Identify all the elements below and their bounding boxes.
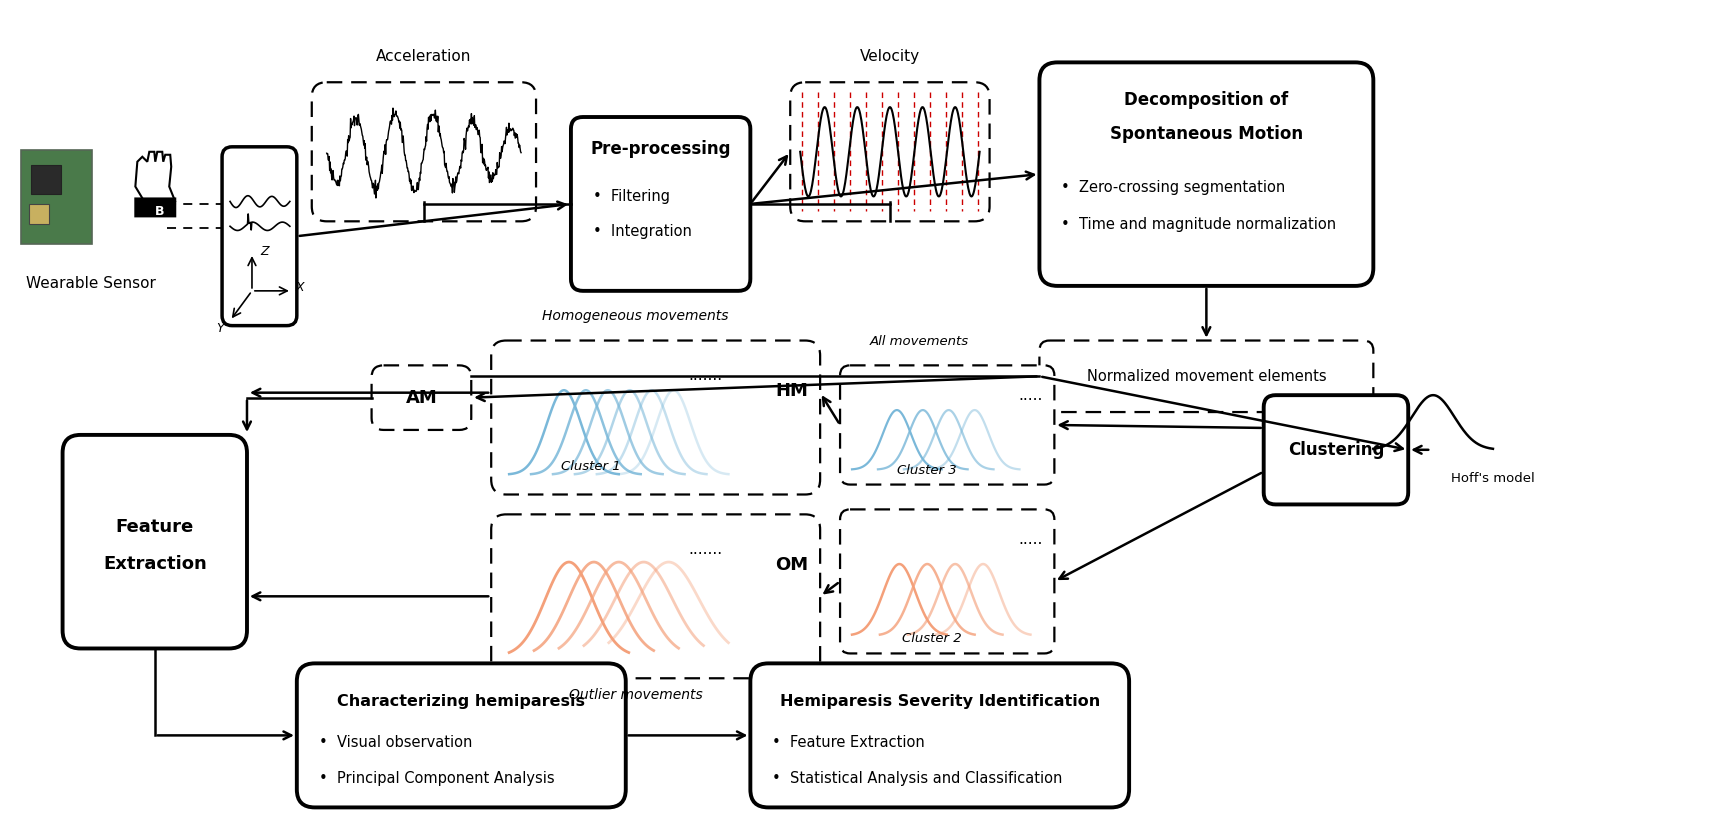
FancyBboxPatch shape [571, 117, 750, 291]
Text: Hoff's model: Hoff's model [1452, 472, 1534, 485]
Text: •  Feature Extraction: • Feature Extraction [772, 735, 925, 750]
Text: HM: HM [776, 383, 808, 400]
FancyBboxPatch shape [222, 147, 298, 326]
Text: Cluster 1: Cluster 1 [561, 460, 621, 472]
Text: Outlier movements: Outlier movements [569, 688, 702, 702]
FancyBboxPatch shape [789, 82, 989, 221]
Text: Normalized movement elements: Normalized movement elements [1087, 369, 1326, 383]
Text: •  Visual observation: • Visual observation [318, 735, 471, 750]
Text: Homogeneous movements: Homogeneous movements [542, 309, 729, 323]
Text: •  Integration: • Integration [593, 224, 691, 239]
FancyBboxPatch shape [492, 341, 820, 494]
FancyBboxPatch shape [136, 199, 175, 216]
Text: Hemiparesis Severity Identification: Hemiparesis Severity Identification [779, 694, 1099, 709]
Text: Decomposition of: Decomposition of [1125, 91, 1288, 109]
Text: Acceleration: Acceleration [377, 50, 471, 65]
FancyBboxPatch shape [839, 509, 1054, 654]
Text: Wearable Sensor: Wearable Sensor [26, 276, 155, 291]
Text: Y: Y [217, 322, 224, 335]
FancyBboxPatch shape [372, 365, 471, 430]
Text: OM: OM [776, 556, 808, 574]
Text: Extraction: Extraction [103, 555, 206, 572]
FancyBboxPatch shape [21, 150, 93, 244]
Text: •  Statistical Analysis and Classification: • Statistical Analysis and Classificatio… [772, 771, 1063, 785]
FancyBboxPatch shape [298, 664, 626, 807]
Text: Spontaneous Motion: Spontaneous Motion [1109, 125, 1304, 143]
Text: B: B [155, 205, 163, 218]
Text: •  Time and magnitude normalization: • Time and magnitude normalization [1061, 217, 1336, 232]
Text: Clustering: Clustering [1288, 440, 1385, 459]
FancyBboxPatch shape [1039, 341, 1373, 412]
Text: Velocity: Velocity [860, 50, 920, 65]
FancyBboxPatch shape [62, 435, 248, 649]
Text: AM: AM [406, 388, 437, 407]
FancyBboxPatch shape [311, 82, 537, 221]
Text: Cluster 3: Cluster 3 [898, 464, 956, 477]
Text: Z: Z [260, 245, 268, 258]
Text: X: X [296, 281, 304, 294]
FancyBboxPatch shape [492, 514, 820, 678]
Text: •  Principal Component Analysis: • Principal Component Analysis [318, 771, 554, 785]
Text: •  Zero-crossing segmentation: • Zero-crossing segmentation [1061, 180, 1285, 195]
FancyBboxPatch shape [1264, 395, 1409, 504]
Polygon shape [136, 152, 175, 215]
Text: Cluster 2: Cluster 2 [903, 633, 961, 645]
FancyBboxPatch shape [31, 164, 60, 195]
Text: Feature: Feature [115, 518, 194, 536]
FancyBboxPatch shape [750, 664, 1128, 807]
Text: Characterizing hemiparesis: Characterizing hemiparesis [337, 694, 585, 709]
Text: .......: ....... [688, 367, 722, 383]
Text: .......: ....... [688, 542, 722, 556]
Text: .....: ..... [1018, 532, 1042, 547]
Text: •  Filtering: • Filtering [593, 189, 669, 204]
FancyBboxPatch shape [29, 205, 48, 224]
FancyBboxPatch shape [839, 365, 1054, 485]
Text: Pre-processing: Pre-processing [590, 140, 731, 158]
Text: .....: ..... [1018, 388, 1042, 403]
Text: All movements: All movements [870, 336, 968, 348]
FancyBboxPatch shape [1039, 62, 1373, 286]
